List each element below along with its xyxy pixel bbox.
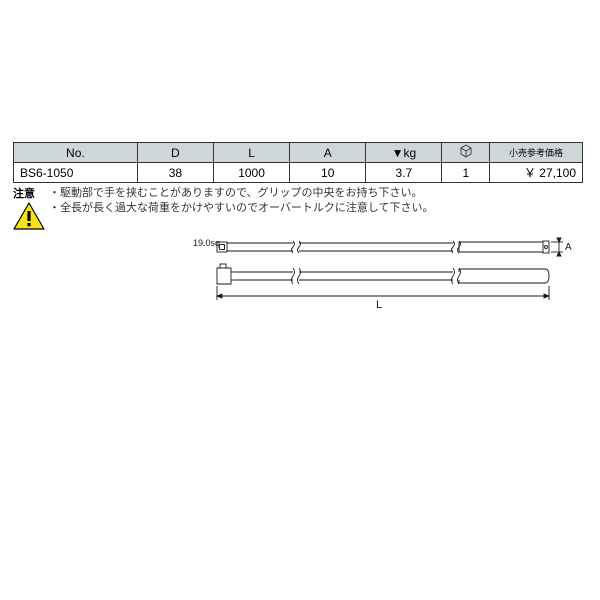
cell-no: BS6-1050 xyxy=(14,163,138,183)
sq-label: 19.0sq xyxy=(193,238,220,248)
warning-triangle-icon xyxy=(13,202,45,230)
header-a: A xyxy=(290,143,366,163)
diagram-svg: 19.0sq A L xyxy=(173,234,573,314)
tool-diagram: 19.0sq A L xyxy=(173,234,573,314)
cell-pack: 1 xyxy=(442,163,490,183)
dim-l-label: L xyxy=(376,299,382,311)
warning-icon-wrap: 注意 xyxy=(13,185,49,230)
header-kg: ▼kg xyxy=(366,143,442,163)
cell-a: 10 xyxy=(290,163,366,183)
spec-table: No. D L A ▼kg 小売参考価格 BS6-1050 38 1000 10… xyxy=(13,142,583,183)
cell-kg: 3.7 xyxy=(366,163,442,183)
table-header-row: No. D L A ▼kg 小売参考価格 xyxy=(14,143,583,163)
warning-text: ・駆動部で手を挟むことがありますので、グリップの中央をお持ち下さい。 ・全長が長… xyxy=(49,185,583,216)
header-d: D xyxy=(137,143,213,163)
warning-line-2: ・全長が長く過大な荷重をかけやすいのでオーバートルクに注意して下さい。 xyxy=(49,201,583,216)
table-row: BS6-1050 38 1000 10 3.7 1 ￥ 27,100 xyxy=(14,163,583,183)
header-pack xyxy=(442,143,490,163)
header-no: No. xyxy=(14,143,138,163)
cell-price: ￥ 27,100 xyxy=(490,163,583,183)
header-price: 小売参考価格 xyxy=(490,143,583,163)
cell-d: 38 xyxy=(137,163,213,183)
warning-block: 注意 ・駆動部で手を挟むことがありますので、グリップの中央をお持ち下さい。 ・全… xyxy=(13,185,583,230)
warning-label: 注意 xyxy=(13,185,49,201)
spec-sheet: No. D L A ▼kg 小売参考価格 BS6-1050 38 1000 10… xyxy=(13,142,583,314)
header-l: L xyxy=(213,143,289,163)
cell-l: 1000 xyxy=(213,163,289,183)
warning-line-1: ・駆動部で手を挟むことがありますので、グリップの中央をお持ち下さい。 xyxy=(49,186,583,201)
dim-a-label: A xyxy=(565,242,572,253)
package-icon xyxy=(459,144,473,158)
